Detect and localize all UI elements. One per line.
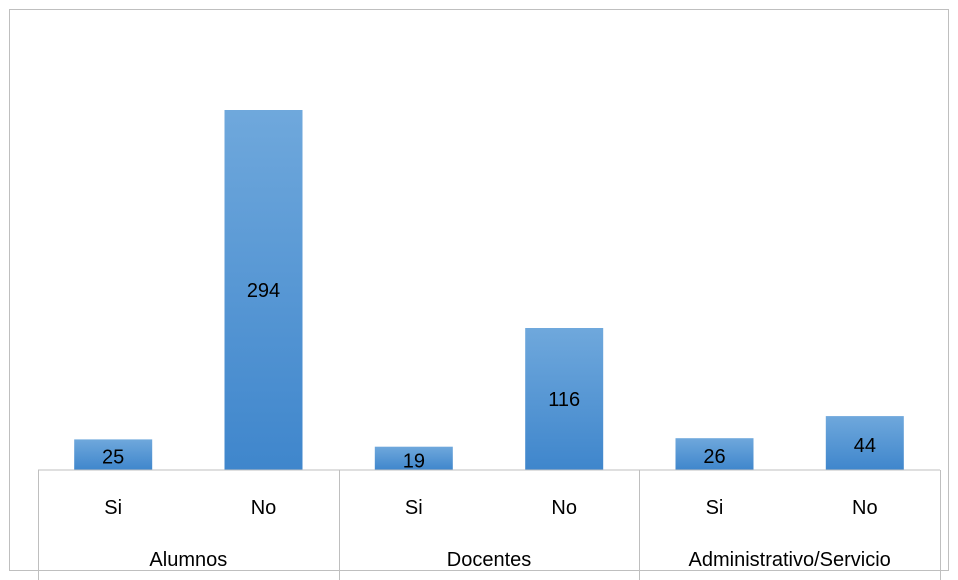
bar-docentes-no xyxy=(525,328,604,470)
bar-administrativo-servicio-no xyxy=(825,416,904,470)
category-label: Si xyxy=(104,497,122,519)
category-label: Si xyxy=(706,497,724,519)
category-label: Si xyxy=(405,497,423,519)
data-label: 294 xyxy=(247,280,280,302)
bar-docentes-si xyxy=(374,446,453,470)
group-label: Alumnos xyxy=(149,549,227,571)
bar-alumnos-si xyxy=(74,439,153,470)
data-label: 19 xyxy=(403,450,425,472)
data-label: 25 xyxy=(102,447,124,469)
category-label: No xyxy=(251,497,277,519)
data-label: 116 xyxy=(548,389,580,411)
category-label: No xyxy=(852,497,878,519)
data-label: 26 xyxy=(703,446,725,468)
chart-area xyxy=(9,9,949,571)
bar-administrativo-servicio-si xyxy=(675,438,754,470)
bars-layer: 25 294 19 116 26 44 xyxy=(74,110,904,472)
category-axis: Si No Alumnos Si No Docentes Si No Administrativ… xyxy=(38,469,941,580)
category-label: No xyxy=(551,497,577,519)
group-label: Administrativo/Servicio xyxy=(689,549,891,571)
data-label: 44 xyxy=(854,435,876,457)
group-label: Docentes xyxy=(447,549,532,571)
bar-alumnos-no xyxy=(224,110,303,470)
